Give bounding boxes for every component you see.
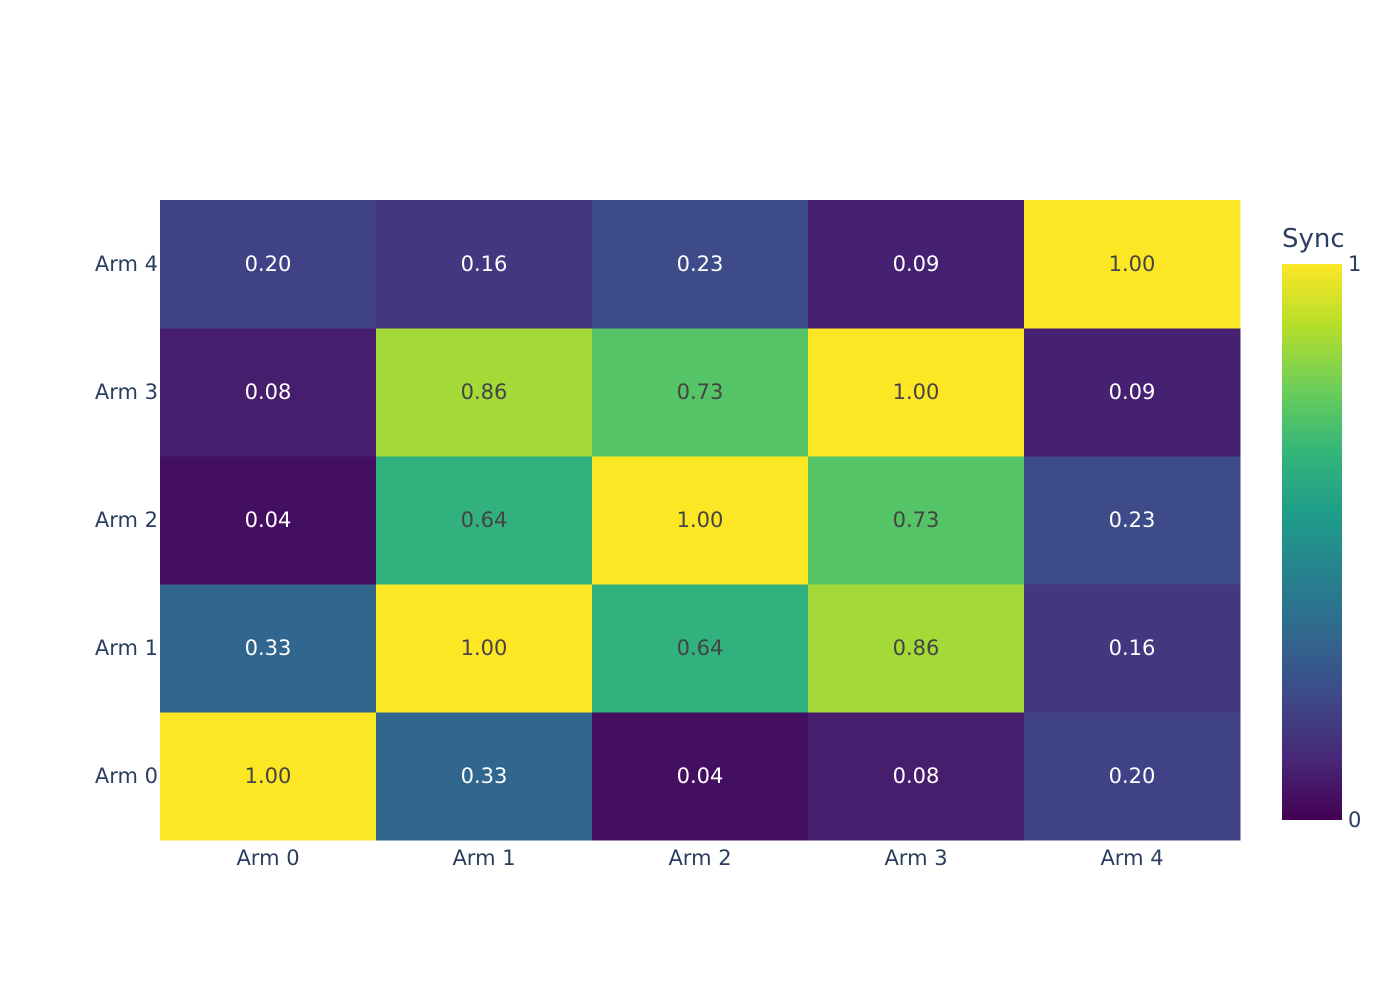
cell-value-label: 1.00 xyxy=(245,764,292,788)
colorbar: Sync 1 0 xyxy=(1282,224,1361,832)
cell-value-label: 0.16 xyxy=(461,252,508,276)
x-tick-label: Arm 0 xyxy=(236,846,299,870)
x-tick-label: Arm 3 xyxy=(884,846,947,870)
heatmap-cell xyxy=(1024,456,1241,585)
heatmap-cell xyxy=(592,584,809,713)
cell-value-label: 0.73 xyxy=(677,380,724,404)
y-tick-label: Arm 4 xyxy=(95,252,158,276)
cell-value-label: 0.09 xyxy=(1109,380,1156,404)
heatmap-cell xyxy=(1024,328,1241,457)
cell-value-label: 1.00 xyxy=(677,508,724,532)
y-axis-ticks: Arm 0 Arm 1 Arm 2 Arm 3 Arm 4 xyxy=(95,252,158,788)
colorbar-title: Sync xyxy=(1282,224,1345,254)
heatmap-cell xyxy=(1024,712,1241,841)
heatmap-cell xyxy=(376,584,593,713)
cell-value-label: 0.33 xyxy=(461,764,508,788)
cell-value-label: 0.33 xyxy=(245,636,292,660)
cell-value-label: 0.86 xyxy=(461,380,508,404)
heatmap-cell xyxy=(376,456,593,585)
heatmap-cells xyxy=(160,200,1241,841)
heatmap-cell xyxy=(376,328,593,457)
heatmap-cell xyxy=(376,200,593,329)
cell-value-label: 0.08 xyxy=(893,764,940,788)
heatmap-cell xyxy=(160,200,377,329)
heatmap-cell xyxy=(808,456,1025,585)
cell-value-label: 0.23 xyxy=(677,252,724,276)
cell-value-label: 0.86 xyxy=(893,636,940,660)
cell-value-label: 0.64 xyxy=(461,508,508,532)
y-tick-label: Arm 1 xyxy=(95,636,158,660)
heatmap-cell-labels: 1.00 0.33 0.04 0.08 0.20 0.33 1.00 0.64 0.86 0.16… xyxy=(245,252,1156,788)
y-tick-label: Arm 2 xyxy=(95,508,158,532)
cell-value-label: 0.64 xyxy=(677,636,724,660)
heatmap-cell xyxy=(592,200,809,329)
x-tick-label: Arm 4 xyxy=(1100,846,1163,870)
cell-value-label: 1.00 xyxy=(1109,252,1156,276)
heatmap-cell xyxy=(160,328,377,457)
cell-value-label: 0.23 xyxy=(1109,508,1156,532)
cell-value-label: 1.00 xyxy=(893,380,940,404)
heatmap-cell xyxy=(808,328,1025,457)
heatmap-cell xyxy=(808,200,1025,329)
cell-value-label: 1.00 xyxy=(461,636,508,660)
heatmap-cell xyxy=(808,584,1025,713)
cell-value-label: 0.09 xyxy=(893,252,940,276)
heatmap-cell xyxy=(160,456,377,585)
x-tick-label: Arm 1 xyxy=(452,846,515,870)
x-axis-ticks: Arm 0 Arm 1 Arm 2 Arm 3 Arm 4 xyxy=(236,846,1163,870)
heatmap-cell xyxy=(160,712,377,841)
cell-value-label: 0.04 xyxy=(245,508,292,532)
heatmap-cell xyxy=(592,712,809,841)
cell-value-label: 0.20 xyxy=(1109,764,1156,788)
heatmap-cell xyxy=(592,456,809,585)
colorbar-gradient xyxy=(1282,264,1342,820)
cell-value-label: 0.16 xyxy=(1109,636,1156,660)
heatmap-cell xyxy=(592,328,809,457)
cell-value-label: 0.08 xyxy=(245,380,292,404)
x-tick-label: Arm 2 xyxy=(668,846,731,870)
heatmap-cell xyxy=(160,584,377,713)
heatmap-cell xyxy=(808,712,1025,841)
heatmap-cell xyxy=(376,712,593,841)
cell-value-label: 0.20 xyxy=(245,252,292,276)
y-tick-label: Arm 0 xyxy=(95,764,158,788)
colorbar-tick-min: 0 xyxy=(1348,808,1361,832)
y-tick-label: Arm 3 xyxy=(95,380,158,404)
heatmap-cell xyxy=(1024,584,1241,713)
heatmap-cell xyxy=(1024,200,1241,329)
cell-value-label: 0.73 xyxy=(893,508,940,532)
cell-value-label: 0.04 xyxy=(677,764,724,788)
colorbar-tick-max: 1 xyxy=(1348,252,1361,276)
